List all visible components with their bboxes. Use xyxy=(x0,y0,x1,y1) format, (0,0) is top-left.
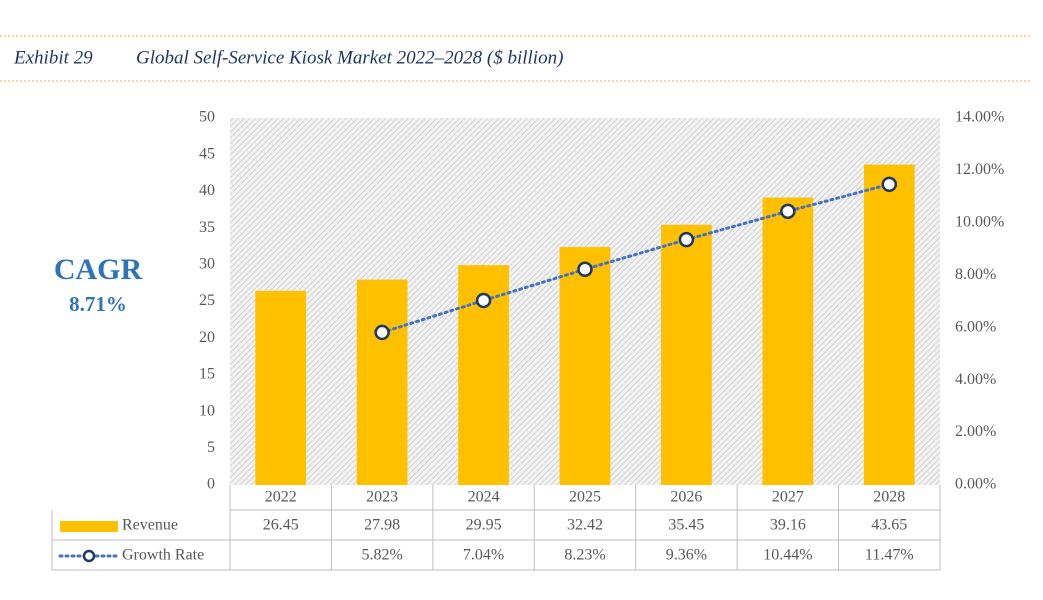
y-tick-label: 45 xyxy=(199,145,215,162)
y2-tick-label: 10.00% xyxy=(955,214,1004,231)
table-value: 10.44% xyxy=(763,547,812,564)
y-tick-label: 10 xyxy=(199,402,215,419)
table-value: 8.23% xyxy=(564,547,605,564)
x-tick-label: 2023 xyxy=(366,489,398,506)
y2-tick-label: 4.00% xyxy=(955,371,996,388)
growth-marker xyxy=(678,231,695,248)
legend-swatch xyxy=(60,521,118,532)
chart-title: Global Self-Service Kiosk Market 2022–20… xyxy=(136,47,563,68)
y-tick-label: 35 xyxy=(199,219,215,236)
growth-marker xyxy=(577,261,593,278)
growth-line xyxy=(380,182,891,334)
table-value: 39.16 xyxy=(770,517,806,534)
y-tick-label: 20 xyxy=(199,329,215,346)
y-tick-label: 40 xyxy=(199,182,215,199)
y-tick-label: 25 xyxy=(199,292,215,309)
table-value: 7.04% xyxy=(463,547,504,564)
bar xyxy=(762,197,814,485)
y-tick-label: 5 xyxy=(207,439,215,456)
cagr-value: 8.71% xyxy=(69,292,127,316)
table-value: 29.95 xyxy=(466,517,502,534)
bar xyxy=(255,290,307,485)
y2-tick-label: 6.00% xyxy=(955,318,996,335)
table-value: 35.45 xyxy=(668,517,704,534)
y2-tick-label: 8.00% xyxy=(955,266,996,283)
y-tick-label: 15 xyxy=(199,366,215,383)
y2-tick-label: 12.00% xyxy=(955,161,1004,178)
bar xyxy=(356,279,408,485)
bar xyxy=(661,224,712,485)
table-value: 26.45 xyxy=(263,517,299,534)
table-value: 9.36% xyxy=(666,547,707,564)
bar xyxy=(559,247,611,485)
y2-tick-label: 14.00% xyxy=(955,109,1004,126)
growth-marker xyxy=(780,203,796,220)
x-tick-label: 2025 xyxy=(569,489,601,506)
x-tick-label: 2027 xyxy=(772,489,804,506)
bar xyxy=(863,164,915,485)
legend-label: Growth Rate xyxy=(122,547,204,564)
table-value: 27.98 xyxy=(364,517,400,534)
table-value: 11.47% xyxy=(865,547,914,564)
table-value: 43.65 xyxy=(871,517,907,534)
x-tick-label: 2024 xyxy=(468,489,500,506)
table-value: 5.82% xyxy=(361,547,402,564)
table-value: 32.42 xyxy=(567,517,603,534)
x-tick-label: 2022 xyxy=(265,489,297,506)
y-tick-label: 30 xyxy=(199,255,215,272)
y2-tick-label: 0.00% xyxy=(955,476,996,493)
growth-marker xyxy=(374,324,390,341)
cagr-label: CAGR xyxy=(54,253,143,286)
growth-marker xyxy=(881,176,898,193)
x-tick-label: 2026 xyxy=(670,489,702,506)
legend-marker xyxy=(82,549,96,563)
growth-marker xyxy=(475,292,492,309)
y2-tick-label: 2.00% xyxy=(955,423,996,440)
legend-label: Revenue xyxy=(122,517,178,534)
y-tick-label: 0 xyxy=(207,476,215,493)
exhibit-label: Exhibit 29 xyxy=(13,47,93,68)
x-tick-label: 2028 xyxy=(873,489,905,506)
y-tick-label: 50 xyxy=(199,109,215,126)
